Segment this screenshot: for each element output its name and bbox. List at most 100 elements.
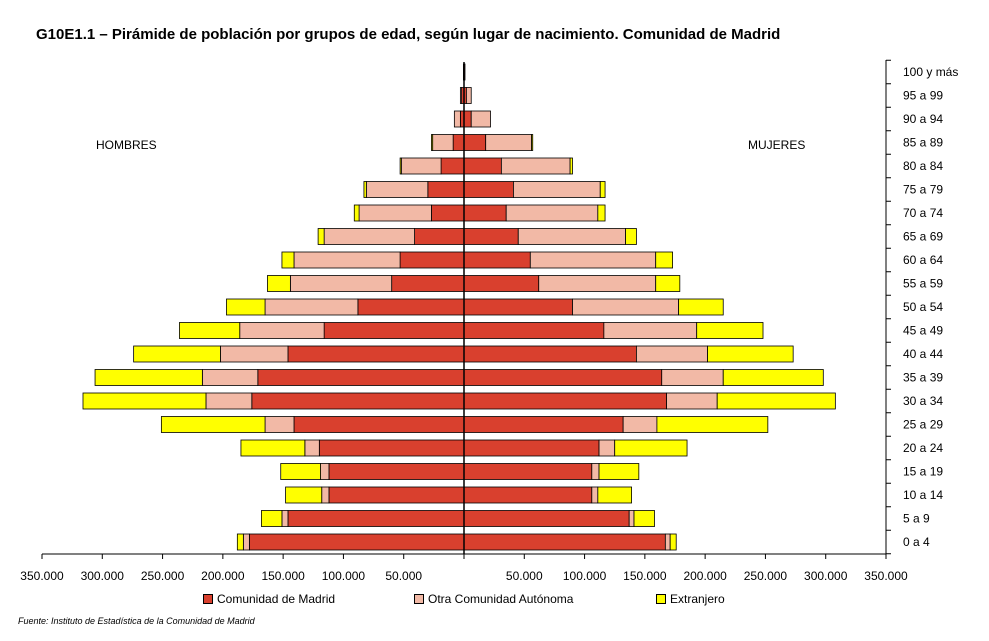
bar-women-extranjero-0-a-4 [669, 533, 677, 551]
bar-men-extranjero-70-a-74 [353, 204, 360, 222]
bar-women-extranjero-65-a-69 [625, 228, 637, 245]
bar-men-extranjero-55-a-59 [267, 275, 291, 292]
bar-women-otra-comunidad-autonoma-45-a-49 [603, 322, 698, 339]
bar-men-extranjero-45-a-49 [179, 322, 241, 339]
population-pyramid-chart: 350.000 300.000 250.000 200.000 150.000 100.0… [20, 59, 958, 583]
bar-men-extranjero-85-a-89 [431, 134, 434, 151]
bar-women-otra-comunidad-autonoma-35-a-39 [661, 369, 724, 386]
bar-women-comunidad-de-madrid-20-a-24 [463, 439, 600, 457]
x-tick-label-12: 250.000 [744, 569, 788, 583]
bar-men-otra-comunidad-autonoma-10-a-14 [321, 486, 330, 504]
bar-men-otra-comunidad-autonoma-35-a-39 [201, 369, 259, 386]
bar-women-otra-comunidad-autonoma-10-a-14 [591, 486, 599, 504]
bar-men-comunidad-de-madrid-10-a-14 [328, 486, 465, 504]
bar-men-extranjero-5-a-9 [261, 510, 283, 527]
bar-men-comunidad-de-madrid-5-a-9 [287, 510, 465, 527]
legend-label-extranjero: Extranjero [670, 592, 725, 606]
bar-women-comunidad-de-madrid-65-a-69 [463, 228, 519, 245]
bar-women-extranjero-20-a-24 [614, 439, 688, 457]
bar-men-extranjero-25-a-29 [160, 416, 266, 433]
bar-men-otra-comunidad-autonoma-15-a-19 [320, 463, 330, 480]
bar-men-extranjero-65-a-69 [317, 228, 325, 245]
bar-men-comunidad-de-madrid-70-a-74 [431, 204, 465, 222]
bar-women-extranjero-45-a-49 [696, 322, 764, 339]
bar-women-extranjero-55-a-59 [655, 275, 681, 292]
bar-men-comunidad-de-madrid-75-a-79 [427, 181, 465, 198]
bar-women-extranjero-15-a-19 [598, 463, 640, 480]
bar-men-comunidad-de-madrid-25-a-29 [293, 416, 465, 433]
bar-women-otra-comunidad-autonoma-30-a-34 [666, 392, 718, 410]
bar-women-extranjero-75-a-79 [599, 181, 606, 198]
bar-women-otra-comunidad-autonoma-25-a-29 [622, 416, 658, 433]
bar-women-otra-comunidad-autonoma-60-a-64 [529, 251, 657, 269]
men-label: HOMBRES [96, 138, 157, 152]
bar-men-comunidad-de-madrid-55-a-59 [391, 275, 465, 292]
bar-women-otra-comunidad-autonoma-80-a-84 [500, 157, 571, 175]
x-tick-label-10: 150.000 [623, 569, 667, 583]
bar-women-extranjero-5-a-9 [633, 510, 655, 527]
women-label: MUJERES [748, 138, 806, 152]
x-tick-label-8: 50.000 [506, 569, 543, 583]
bars-layer [82, 63, 836, 551]
bar-women-extranjero-85-a-89 [531, 134, 534, 151]
bar-women-comunidad-de-madrid-55-a-59 [463, 275, 540, 292]
bar-women-otra-comunidad-autonoma-0-a-4 [664, 533, 671, 551]
x-tick-label-13: 300.000 [804, 569, 848, 583]
bar-women-extranjero-70-a-74 [597, 204, 606, 222]
bar-men-extranjero-15-a-19 [280, 463, 321, 480]
age-label-100-y-mas: 100 y más [903, 65, 958, 79]
bar-men-otra-comunidad-autonoma-5-a-9 [281, 510, 289, 527]
bar-men-otra-comunidad-autonoma-45-a-49 [239, 322, 325, 339]
bar-men-comunidad-de-madrid-40-a-44 [287, 345, 465, 363]
age-label-65-a-69: 65 a 69 [903, 230, 943, 244]
bar-women-otra-comunidad-autonoma-85-a-89 [485, 134, 532, 151]
bar-women-comunidad-de-madrid-15-a-19 [463, 463, 593, 480]
bar-women-comunidad-de-madrid-90-a-94 [463, 110, 472, 128]
x-tick-label-4: 150.000 [261, 569, 305, 583]
age-label-15-a-19: 15 a 19 [903, 465, 943, 479]
bar-women-comunidad-de-madrid-25-a-29 [463, 416, 624, 433]
bar-women-otra-comunidad-autonoma-95-a-99 [466, 87, 472, 104]
bar-men-extranjero-20-a-24 [240, 439, 306, 457]
age-label-30-a-34: 30 a 34 [903, 394, 943, 408]
bar-men-extranjero-60-a-64 [281, 251, 295, 269]
bar-men-otra-comunidad-autonoma-60-a-64 [293, 251, 401, 269]
bar-women-comunidad-de-madrid-35-a-39 [463, 369, 663, 386]
bar-women-comunidad-de-madrid-30-a-34 [463, 392, 667, 410]
bar-women-otra-comunidad-autonoma-15-a-19 [591, 463, 600, 480]
bar-women-extranjero-25-a-29 [656, 416, 769, 433]
bar-men-extranjero-40-a-44 [133, 345, 221, 363]
age-label-55-a-59: 55 a 59 [903, 277, 943, 291]
bar-men-otra-comunidad-autonoma-25-a-29 [264, 416, 295, 433]
legend-swatch-otra-comunidad [414, 594, 424, 604]
x-tick-label-1: 300.000 [81, 569, 125, 583]
age-label-40-a-44: 40 a 44 [903, 347, 943, 361]
x-tick-label-2: 250.000 [141, 569, 185, 583]
bar-men-extranjero-10-a-14 [285, 486, 323, 504]
axes-layer: 350.000 300.000 250.000 200.000 150.000 100.0… [20, 59, 958, 583]
bar-women-comunidad-de-madrid-80-a-84 [463, 157, 502, 175]
bar-men-comunidad-de-madrid-45-a-49 [323, 322, 465, 339]
bar-men-extranjero-50-a-54 [226, 298, 266, 316]
bar-women-otra-comunidad-autonoma-55-a-59 [538, 275, 657, 292]
bar-men-comunidad-de-madrid-0-a-4 [248, 533, 465, 551]
bar-men-otra-comunidad-autonoma-0-a-4 [242, 533, 250, 551]
age-label-80-a-84: 80 a 84 [903, 159, 943, 173]
bar-women-extranjero-60-a-64 [655, 251, 673, 269]
age-label-95-a-99: 95 a 99 [903, 89, 943, 103]
chart-title: G10E1.1 – Pirámide de población por grup… [36, 26, 781, 43]
bar-women-comunidad-de-madrid-60-a-64 [463, 251, 531, 269]
bar-women-comunidad-de-madrid-0-a-4 [463, 533, 666, 551]
bar-men-comunidad-de-madrid-80-a-84 [440, 157, 465, 175]
bar-women-extranjero-30-a-34 [716, 392, 836, 410]
bar-men-comunidad-de-madrid-85-a-89 [452, 134, 465, 151]
bar-men-otra-comunidad-autonoma-40-a-44 [220, 345, 289, 363]
legend-item-otra-comunidad: Otra Comunidad Autónoma [414, 592, 573, 606]
bar-men-comunidad-de-madrid-15-a-19 [328, 463, 465, 480]
legend: Comunidad de Madrid Otra Comunidad Autón… [0, 592, 989, 608]
bar-women-comunidad-de-madrid-45-a-49 [463, 322, 605, 339]
bar-women-extranjero-50-a-54 [678, 298, 724, 316]
age-label-85-a-89: 85 a 89 [903, 136, 943, 150]
bar-men-otra-comunidad-autonoma-55-a-59 [289, 275, 393, 292]
age-label-25-a-29: 25 a 29 [903, 418, 943, 432]
